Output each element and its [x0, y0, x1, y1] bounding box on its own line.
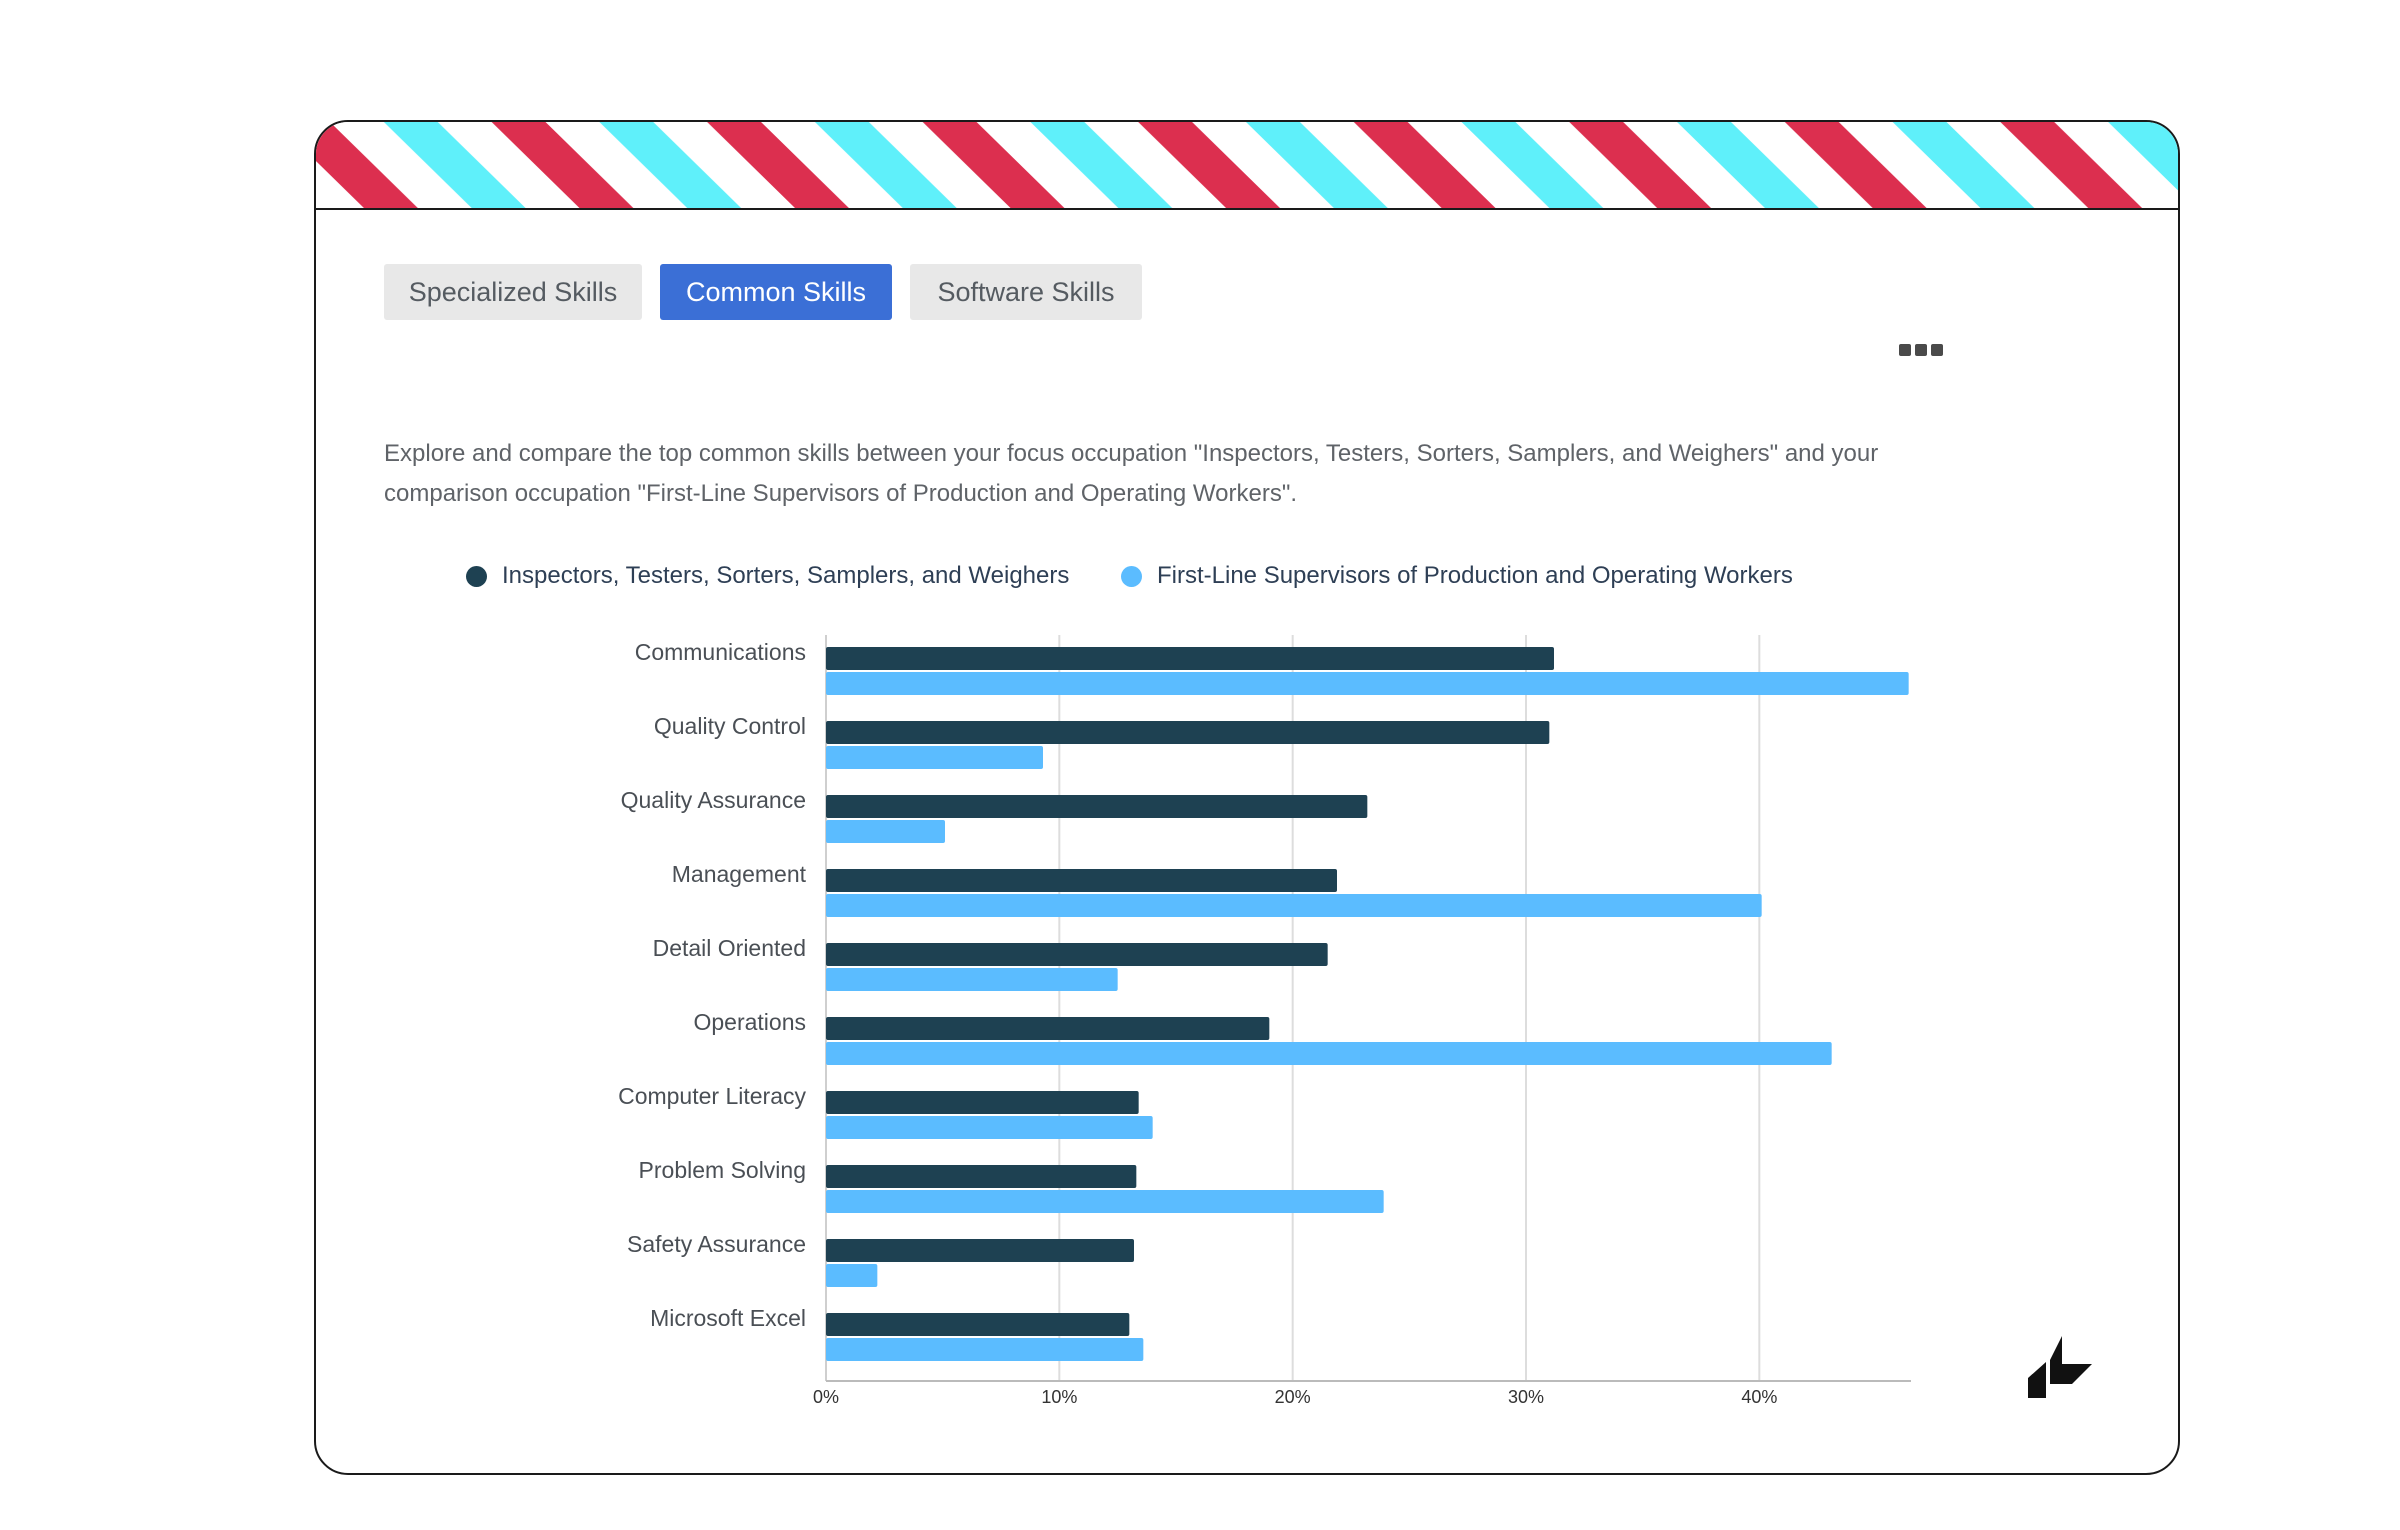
x-tick-label: 0% [813, 1387, 839, 1407]
bar-comparison [826, 1338, 1144, 1361]
tab-software-skills[interactable]: Software Skills [910, 264, 1142, 320]
more-dot [1915, 344, 1927, 356]
brand-logo-icon [2028, 1336, 2092, 1398]
bar-comparison [826, 968, 1118, 991]
tab-specialized-skills[interactable]: Specialized Skills [384, 264, 642, 320]
bar-focus [826, 1239, 1134, 1262]
legend-dot-icon [466, 565, 487, 587]
bar-comparison [826, 1116, 1153, 1139]
legend-item-comparison[interactable]: First-Line Supervisors of Production and… [1121, 562, 1793, 590]
bar-comparison [826, 746, 1043, 769]
bar-focus [826, 1091, 1139, 1114]
category-label: Safety Assurance [627, 1231, 806, 1257]
legend-label: Inspectors, Testers, Sorters, Samplers, … [502, 562, 1070, 589]
category-label: Communications [635, 639, 806, 665]
category-label: Quality Assurance [621, 787, 806, 813]
category-label: Management [672, 861, 807, 887]
bar-comparison [826, 1190, 1384, 1213]
bar-focus [826, 1313, 1130, 1336]
legend-dot-icon [1121, 565, 1142, 587]
category-label: Quality Control [654, 713, 806, 739]
more-icon[interactable] [1899, 344, 1943, 356]
bar-comparison [826, 894, 1762, 917]
bar-focus [826, 943, 1328, 966]
bar-comparison [826, 1042, 1832, 1065]
category-label: Computer Literacy [618, 1083, 806, 1109]
more-dot [1899, 344, 1911, 356]
x-tick-label: 20% [1275, 1387, 1311, 1407]
striped-banner [316, 122, 2178, 210]
x-tick-label: 40% [1741, 1387, 1777, 1407]
bar-focus [826, 1165, 1137, 1188]
bar-comparison [826, 820, 945, 843]
bar-comparison [826, 1264, 878, 1287]
bar-focus [826, 721, 1550, 744]
bar-chart: 0% 10% 20% 30% 40% Communications Quality Cont… [618, 635, 1911, 1407]
bar-comparison [826, 672, 1909, 695]
tab-common-skills[interactable]: Common Skills [660, 264, 892, 320]
category-label: Microsoft Excel [650, 1305, 806, 1331]
legend-item-focus[interactable]: Inspectors, Testers, Sorters, Samplers, … [466, 562, 1069, 590]
category-label: Problem Solving [639, 1157, 806, 1183]
bar-focus [826, 647, 1554, 670]
x-tick-label: 10% [1041, 1387, 1077, 1407]
skills-card: Specialized Skills Common Skills Softwar… [314, 120, 2180, 1475]
more-dot [1931, 344, 1943, 356]
bar-focus [826, 869, 1337, 892]
category-label: Operations [693, 1009, 806, 1035]
legend-label: First-Line Supervisors of Production and… [1157, 562, 1793, 589]
chart-description: Explore and compare the top common skill… [384, 440, 1879, 507]
x-tick-label: 30% [1508, 1387, 1544, 1407]
bar-focus [826, 795, 1368, 818]
bar-focus [826, 1017, 1270, 1040]
category-label: Detail Oriented [653, 935, 806, 961]
